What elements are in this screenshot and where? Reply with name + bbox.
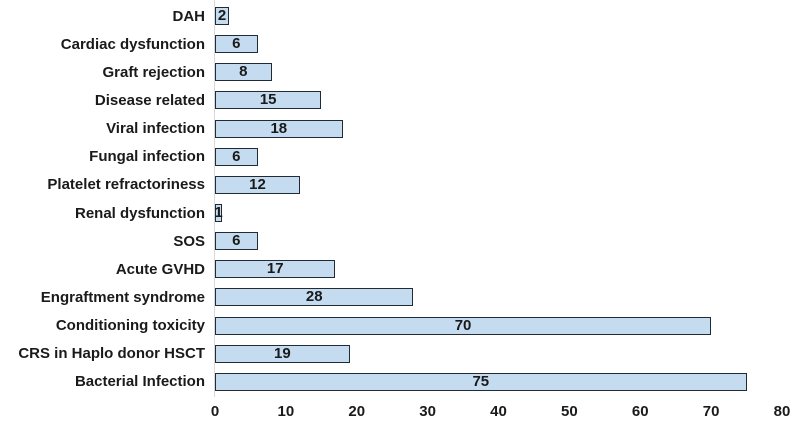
- chart-row: Disease related 15: [0, 86, 797, 114]
- bar-value-label: 18: [270, 119, 288, 137]
- bar-area: 19: [215, 340, 782, 368]
- x-axis-tick-label: 10: [277, 403, 295, 420]
- bar-value-label: 75: [472, 372, 490, 390]
- bar: 17: [215, 260, 336, 279]
- bar-value-label: 6: [232, 232, 241, 250]
- category-label: SOS: [173, 232, 205, 250]
- bar: 28: [215, 288, 414, 307]
- chart-row: SOS 6: [0, 227, 797, 255]
- bar-area: 75: [215, 368, 782, 396]
- bar-area: 18: [215, 115, 782, 143]
- chart-row: Viral infection 18: [0, 115, 797, 143]
- bar-value-label: 6: [232, 147, 241, 165]
- x-axis-tick-label: 20: [348, 403, 366, 420]
- chart-row: Cardiac dysfunction 6: [0, 30, 797, 58]
- bar-area: 6: [215, 30, 782, 58]
- x-axis: 0 10 20 30 40 50 60 70 80: [211, 403, 791, 427]
- chart-row: Graft rejection 8: [0, 58, 797, 86]
- chart-row: CRS in Haplo donor HSCT 19: [0, 340, 797, 368]
- bar: 15: [215, 91, 322, 110]
- bar-area: 15: [215, 86, 782, 114]
- y-axis-line: [214, 0, 215, 397]
- chart-row: Acute GVHD 17: [0, 255, 797, 283]
- bar-value-label: 8: [239, 63, 248, 81]
- category-label: Renal dysfunction: [74, 204, 205, 222]
- category-label: Platelet refractoriness: [47, 176, 205, 194]
- bar-area: 2: [215, 2, 782, 30]
- bar-area: 1: [214, 199, 782, 227]
- bar-area: 28: [215, 283, 782, 311]
- bar-value-label: 2: [217, 7, 227, 25]
- bar-value-label: 17: [266, 260, 284, 278]
- category-label: CRS in Haplo donor HSCT: [18, 345, 205, 363]
- x-axis-tick-label: 70: [702, 403, 720, 420]
- bar-area: 6: [215, 143, 782, 171]
- bar: 75: [215, 372, 747, 391]
- category-label: Disease related: [94, 91, 205, 109]
- chart-row: Fungal infection 6: [0, 143, 797, 171]
- bar-value-label: 12: [249, 175, 266, 193]
- category-label: Bacterial Infection: [74, 373, 205, 391]
- category-label: Viral infection: [106, 120, 205, 138]
- bar-area: 8: [215, 58, 782, 86]
- category-label: DAH: [172, 7, 206, 25]
- chart-row: Renal dysfunction 1: [0, 199, 797, 227]
- chart-row: Platelet refractoriness 12: [0, 171, 797, 199]
- bar: 6: [215, 232, 258, 251]
- x-axis-tick-label: 80: [773, 403, 791, 420]
- bar-area: 70: [215, 312, 782, 340]
- chart-row: Engraftment syndrome 28: [0, 283, 797, 311]
- category-label: Acute GVHD: [115, 260, 205, 278]
- bar: 6: [215, 35, 258, 54]
- bar: 1: [214, 204, 223, 223]
- category-label: Fungal infection: [89, 148, 205, 166]
- bar-area: 6: [215, 227, 782, 255]
- bar-area: 17: [215, 255, 782, 283]
- bar: 70: [215, 316, 712, 335]
- chart-row: Conditioning toxicity 70: [0, 312, 797, 340]
- chart-row: Bacterial Infection 75: [0, 368, 797, 396]
- bar-area: 12: [215, 171, 782, 199]
- category-label: Conditioning toxicity: [55, 317, 205, 335]
- chart-row: DAH 2: [0, 2, 797, 30]
- bar-value-label: 28: [305, 288, 323, 306]
- x-axis-tick-label: 60: [631, 403, 649, 420]
- x-axis-tick-label: 0: [210, 403, 220, 420]
- bar: 6: [215, 147, 258, 166]
- chart-plot-area: DAH 2 Cardiac dysfunction 6 Graft rejection 8…: [0, 2, 797, 396]
- bar-value-label: 6: [232, 35, 241, 53]
- bar: 12: [215, 175, 301, 194]
- bar: 18: [215, 119, 343, 138]
- bar-value-label: 15: [259, 91, 277, 109]
- category-label: Cardiac dysfunction: [60, 35, 205, 53]
- category-label: Graft rejection: [102, 63, 205, 81]
- bar: 19: [215, 344, 350, 363]
- x-axis-tick-label: 40: [490, 403, 507, 420]
- x-axis-tick-label: 30: [419, 403, 436, 420]
- bar-value-label: 70: [454, 316, 472, 334]
- category-label: Engraftment syndrome: [40, 288, 205, 306]
- x-axis-tick-label: 50: [561, 403, 578, 420]
- bar-value-label: 1: [214, 204, 223, 222]
- bar-value-label: 19: [273, 344, 291, 362]
- bar: 2: [215, 7, 230, 26]
- bar: 8: [215, 63, 272, 82]
